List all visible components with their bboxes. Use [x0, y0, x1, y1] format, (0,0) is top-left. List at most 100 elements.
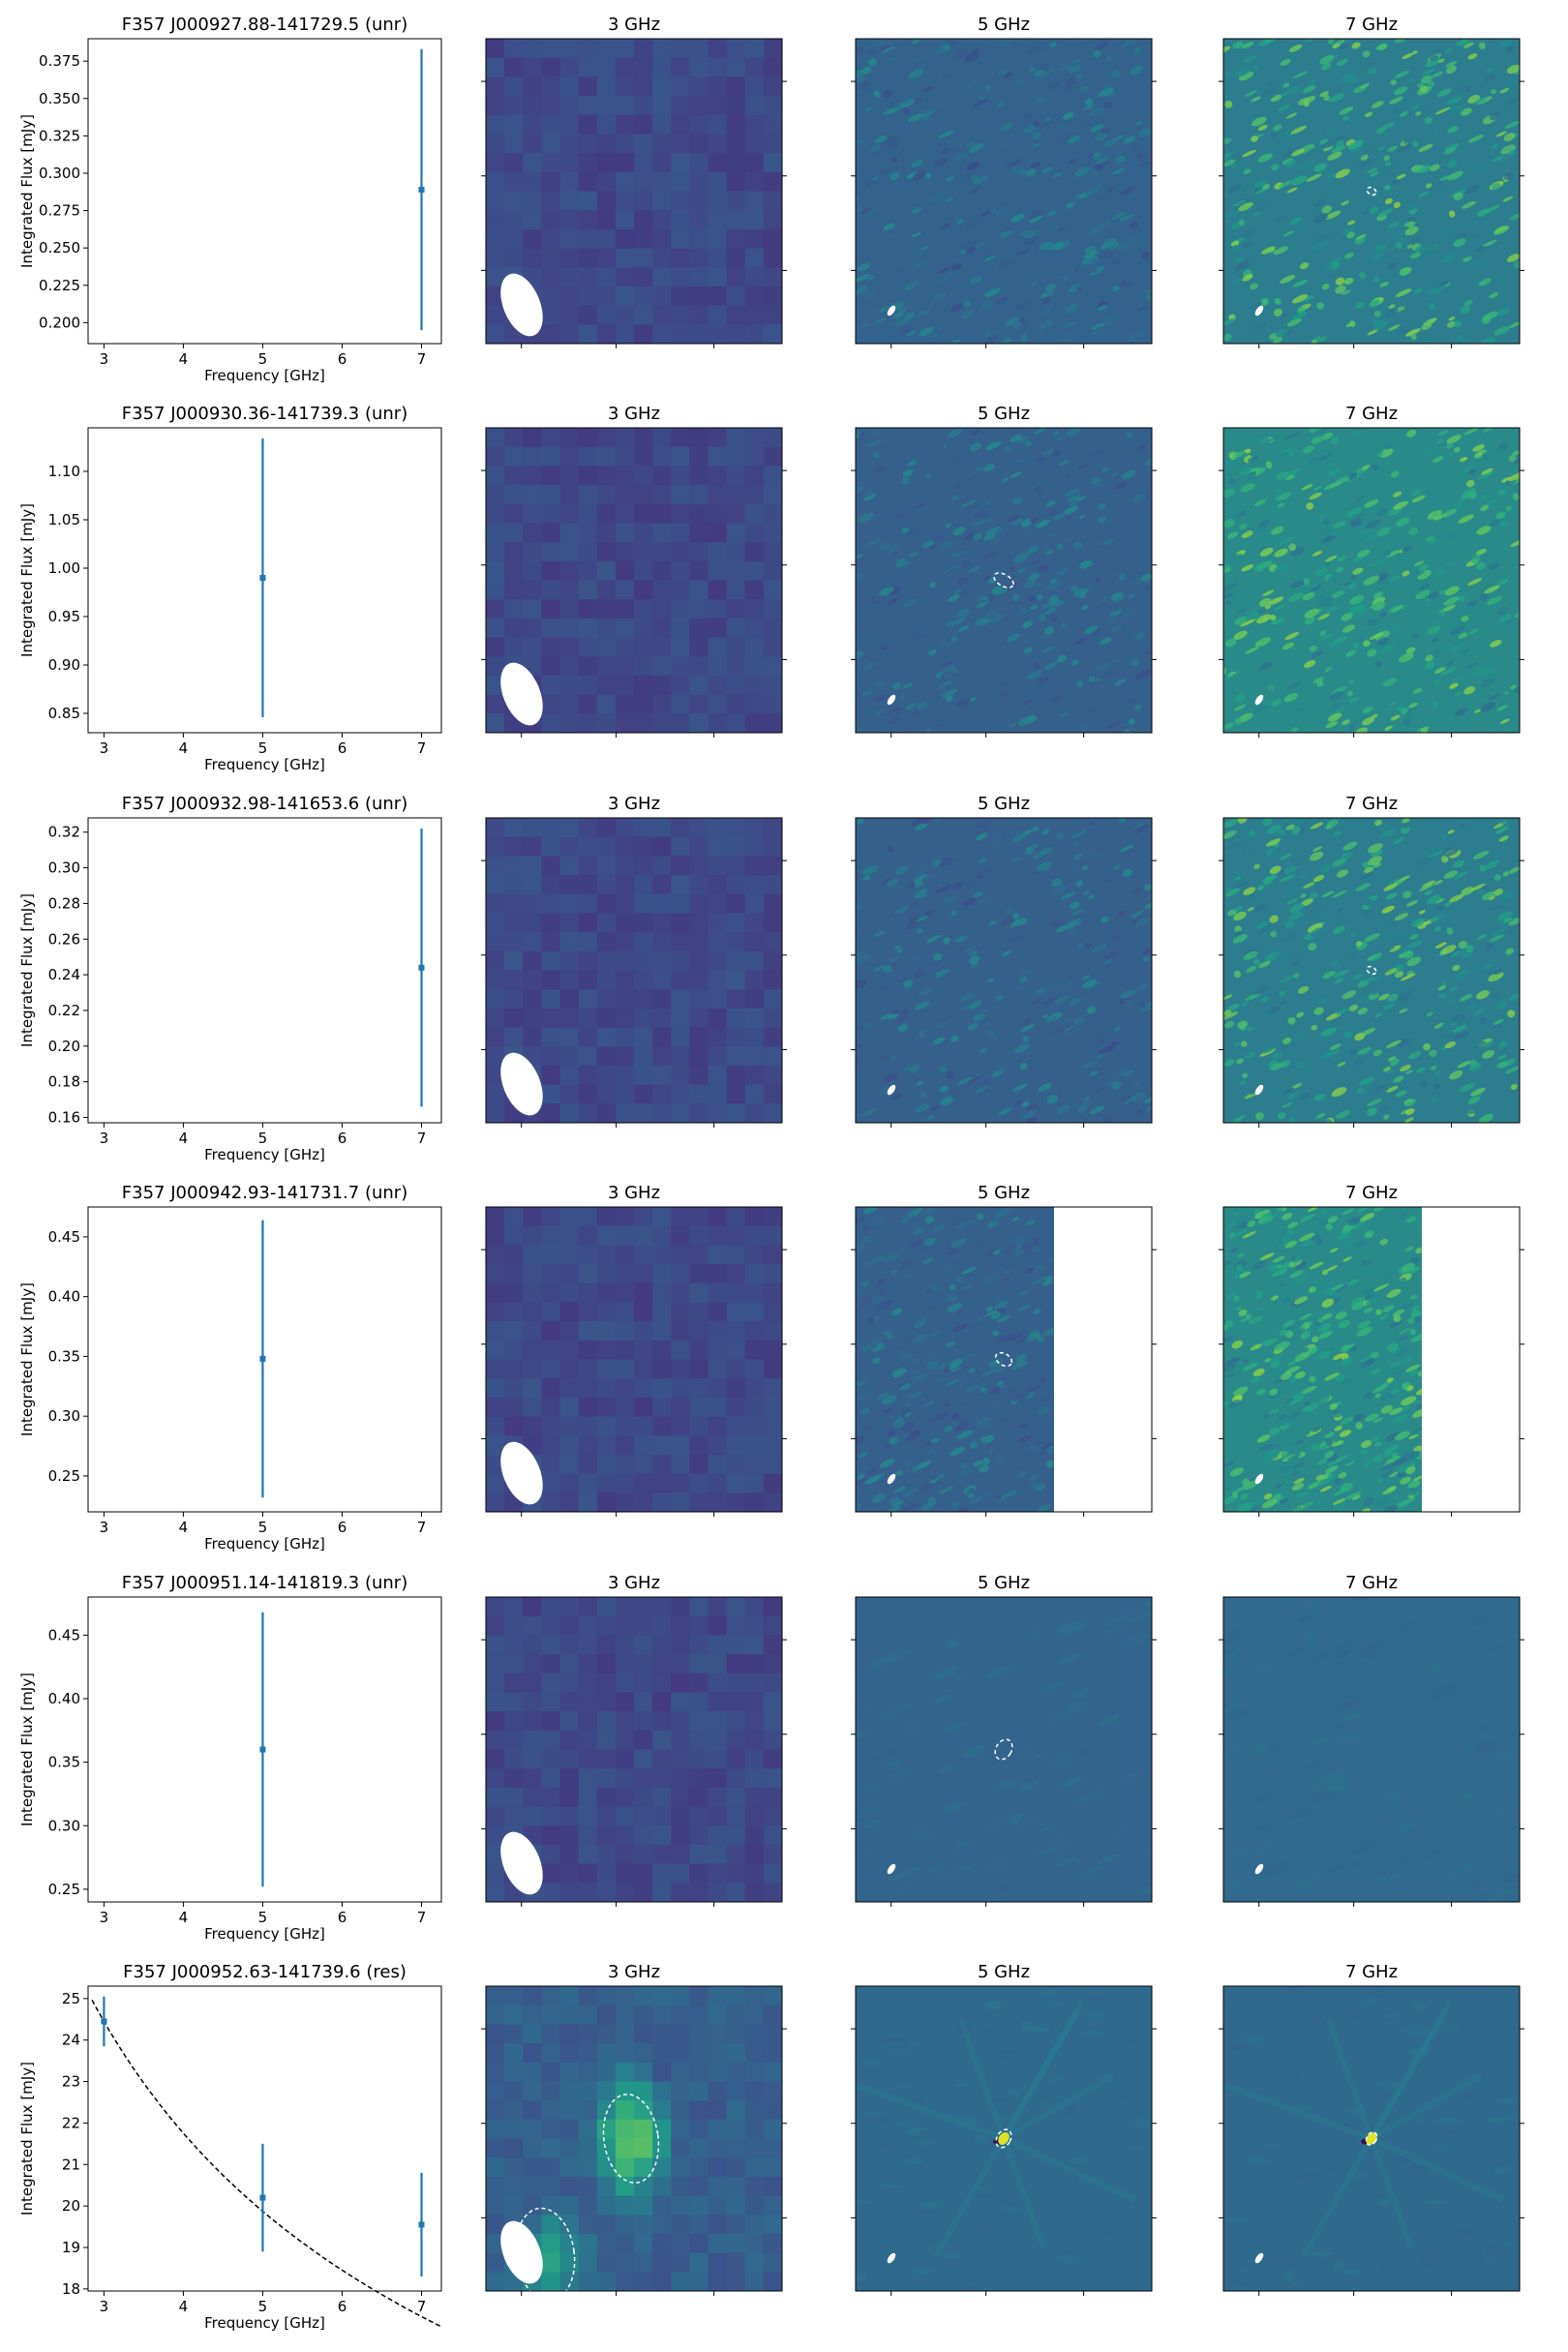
- y-tick-label: 0.22: [48, 1002, 80, 1019]
- plot-title: F357 J000930.36-141739.3 (unr): [122, 404, 407, 424]
- x-tick-label: 7: [417, 1909, 427, 1926]
- y-tick-label: 0.16: [48, 1108, 80, 1126]
- panel-title: 5 GHz: [978, 1573, 1030, 1593]
- radio-image: [1223, 818, 1520, 1123]
- y-tick-label: 0.32: [48, 824, 80, 841]
- sed-plot: F357 J000951.14-141819.3 (unr) 3 4 5 6 7 0.25 0…: [18, 1573, 442, 1943]
- x-tick-label: 7: [417, 739, 427, 757]
- y-tick-label: 22: [62, 2114, 80, 2131]
- panel-title: 3 GHz: [608, 1183, 660, 1203]
- x-tick-label: 7: [417, 1519, 427, 1536]
- panel-title: 3 GHz: [608, 1573, 660, 1593]
- x-tick-label: 7: [417, 350, 427, 368]
- x-tick-label: 7: [417, 1130, 427, 1147]
- panel-title: 5 GHz: [978, 15, 1030, 35]
- image-panel-3ghz: 3 GHz: [481, 15, 787, 348]
- y-tick-label: 19: [62, 2239, 80, 2256]
- data-point: [259, 2194, 266, 2201]
- row-4: F357 J000942.93-141731.7 (unr) 3 4 5 6 7 0.25 0…: [18, 1183, 1524, 1553]
- radio-image: [856, 818, 1152, 1123]
- panel-title: 3 GHz: [608, 794, 660, 814]
- image-frame: [485, 1596, 783, 1903]
- radio-image: [486, 818, 782, 1123]
- panel-title: 7 GHz: [1345, 15, 1398, 35]
- radio-image: [486, 1986, 782, 2291]
- sed-plot: F357 J000930.36-141739.3 (unr) 3 4 5 6 7 0.85 0…: [18, 404, 442, 773]
- image-frame: [1222, 1206, 1521, 1513]
- panel-title: 5 GHz: [978, 794, 1030, 814]
- image-panel-7ghz: 7 GHz: [1219, 1962, 1524, 2296]
- x-axis-label: Frequency [GHz]: [204, 1535, 325, 1553]
- y-tick-label: 0.85: [48, 705, 80, 722]
- y-axis-label: Integrated Flux [mJy]: [18, 893, 36, 1047]
- radio-image: [856, 1986, 1152, 2291]
- image-frame: [1222, 1985, 1521, 2292]
- y-tick-label: 18: [62, 2280, 80, 2298]
- image-frame: [855, 38, 1153, 345]
- y-tick-label: 0.25: [48, 1881, 80, 1898]
- plot-title: F357 J000932.98-141653.6 (unr): [122, 794, 407, 814]
- image-panel-7ghz: 7 GHz: [1219, 404, 1524, 738]
- row-2: F357 J000930.36-141739.3 (unr) 3 4 5 6 7 0.85 0…: [18, 404, 1524, 773]
- beam-ellipse: [887, 2252, 896, 2264]
- source-ellipse: [994, 1738, 1013, 1761]
- data-point: [259, 1355, 266, 1362]
- panel-title: 7 GHz: [1345, 1962, 1398, 1982]
- y-tick-label: 0.35: [48, 1347, 80, 1365]
- radio-image: [1223, 1597, 1520, 1902]
- panel-title: 5 GHz: [978, 1183, 1030, 1203]
- x-tick-label: 4: [179, 1130, 189, 1147]
- radio-image: [1223, 428, 1520, 733]
- panel-title: 7 GHz: [1345, 404, 1398, 424]
- y-tick-label: 0.95: [48, 608, 80, 625]
- y-tick-label: 1.00: [48, 559, 80, 577]
- image-panel-3ghz: 3 GHz: [481, 1573, 787, 1907]
- beam-ellipse: [1254, 1473, 1264, 1485]
- y-tick-label: 0.35: [48, 1754, 80, 1771]
- beam-ellipse: [500, 273, 543, 337]
- y-tick-label: 0.24: [48, 966, 80, 983]
- x-axis-label: Frequency [GHz]: [204, 1146, 325, 1163]
- y-tick-label: 0.25: [48, 1467, 80, 1485]
- image-frame: [1222, 38, 1521, 345]
- image-panel-7ghz: 7 GHz: [1219, 1183, 1524, 1517]
- image-panel-3ghz: 3 GHz: [481, 1962, 787, 2296]
- x-tick-label: 3: [100, 350, 109, 368]
- y-tick-label: 21: [62, 2156, 80, 2173]
- x-tick-label: 5: [258, 1519, 268, 1536]
- plot-title: F357 J000942.93-141731.7 (unr): [122, 1183, 407, 1203]
- image-frame: [855, 1985, 1153, 2292]
- y-tick-label: 0.45: [48, 1228, 80, 1246]
- image-panel-5ghz: 5 GHz: [851, 794, 1157, 1128]
- y-tick-label: 0.325: [39, 127, 80, 144]
- beam-ellipse: [887, 1473, 896, 1485]
- x-axis-label: Frequency [GHz]: [204, 1925, 325, 1943]
- x-tick-label: 5: [258, 350, 268, 368]
- data-point: [259, 575, 266, 581]
- plot-frame: [87, 817, 442, 1124]
- source-ellipse: [1366, 186, 1377, 196]
- source-ellipse: [1365, 2131, 1378, 2146]
- image-frame: [1222, 1596, 1521, 1903]
- y-tick-label: 20: [62, 2197, 80, 2215]
- image-frame: [855, 817, 1153, 1124]
- x-tick-label: 4: [179, 1909, 189, 1926]
- x-tick-label: 6: [338, 1130, 347, 1147]
- x-tick-label: 5: [258, 739, 268, 757]
- plot-frame: [87, 38, 442, 345]
- y-tick-label: 24: [62, 2032, 80, 2049]
- beam-ellipse: [500, 1441, 543, 1505]
- source-ellipse: [1366, 965, 1377, 976]
- y-axis-label: Integrated Flux [mJy]: [18, 1673, 36, 1826]
- image-frame: [1222, 427, 1521, 734]
- image-frame: [855, 1596, 1153, 1903]
- y-axis-label: Integrated Flux [mJy]: [18, 2062, 36, 2216]
- radio-image: [1223, 1207, 1423, 1512]
- plot-title: F357 J000952.63-141739.6 (res): [123, 1962, 407, 1982]
- plot-frame: [87, 1596, 442, 1903]
- image-panel-5ghz: 5 GHz: [851, 1183, 1157, 1517]
- image-background: [1223, 1597, 1520, 1902]
- x-tick-label: 3: [100, 1519, 109, 1536]
- source-ellipse: [602, 2094, 660, 2184]
